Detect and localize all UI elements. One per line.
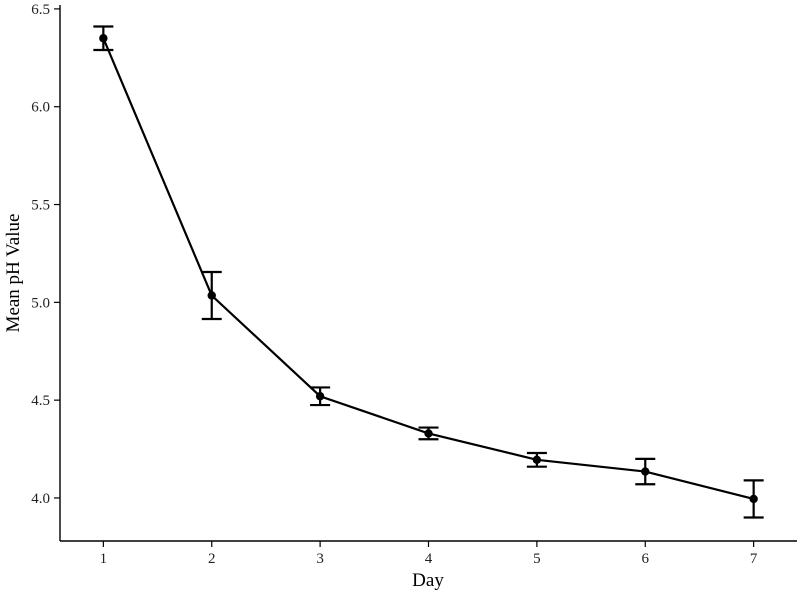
error-bars	[93, 25, 764, 519]
x-tick-label: 3	[316, 551, 324, 567]
x-tick-label: 2	[208, 551, 216, 567]
y-tick-label: 6.0	[31, 100, 50, 116]
x-tick-label: 5	[533, 551, 541, 567]
data-point	[749, 494, 758, 504]
y-tick-label: 4.5	[31, 393, 50, 409]
y-axis-title: Mean pH Value	[3, 214, 24, 333]
y-tick-label: 4.0	[31, 491, 50, 507]
data-point	[207, 291, 216, 300]
x-tick-label: 6	[642, 551, 650, 567]
y-tick-label: 5.0	[31, 295, 50, 311]
data-point	[99, 34, 108, 43]
data-point	[315, 392, 325, 401]
data-point	[641, 467, 650, 476]
y-tick-label: 6.5	[31, 2, 50, 18]
data-point	[424, 429, 433, 438]
y-axis-ticks: 4.0 4.5 5.0 5.5 6.0 6.5	[31, 2, 60, 507]
data-points	[99, 34, 758, 504]
x-tick-label: 7	[750, 551, 758, 567]
x-tick-label: 1	[100, 551, 108, 567]
x-axis-title: Day	[412, 570, 444, 591]
x-axis-ticks: 1 2 3 4 5 6 7	[100, 541, 758, 567]
data-point	[532, 455, 542, 465]
y-tick-label: 5.5	[31, 198, 50, 214]
plot-area: 4.0 4.5 5.0 5.5 6.0 6.5 1 2 3 4 5 6 7	[31, 2, 797, 567]
x-tick-label: 4	[425, 551, 433, 567]
